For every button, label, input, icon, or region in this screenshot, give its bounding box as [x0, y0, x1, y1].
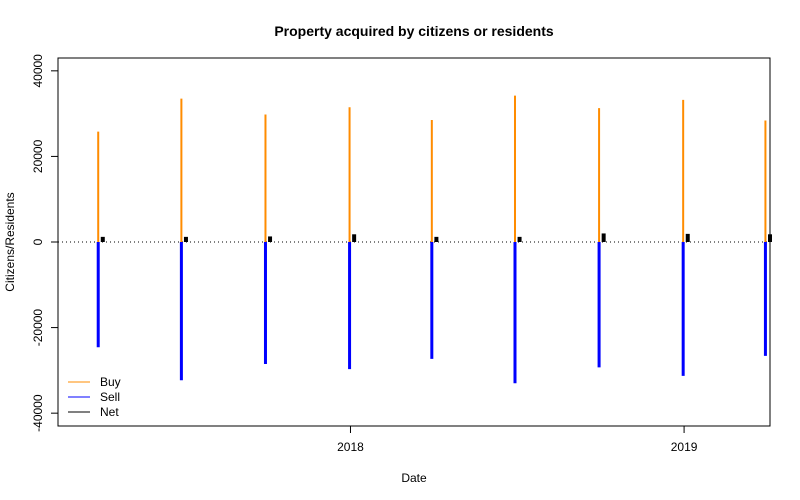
y-tick-label: -20000 [31, 309, 45, 347]
plot-area: -40000 -20000 0 20000 40000 2018 2019 [31, 54, 772, 454]
y-tick-label: 0 [31, 238, 45, 245]
legend-label-sell: Sell [100, 390, 120, 404]
y-tick-label: -40000 [31, 394, 45, 432]
legend-label-net: Net [100, 405, 119, 419]
y-tick-label: 20000 [31, 139, 45, 173]
x-tick-label: 2019 [671, 440, 698, 454]
y-axis-title: Citizens/Residents [3, 192, 17, 291]
x-axis-title: Date [401, 471, 427, 485]
x-tick-label: 2018 [337, 440, 364, 454]
legend-label-buy: Buy [100, 375, 121, 389]
chart-title: Property acquired by citizens or residen… [274, 23, 554, 39]
y-tick-label: 40000 [31, 54, 45, 88]
